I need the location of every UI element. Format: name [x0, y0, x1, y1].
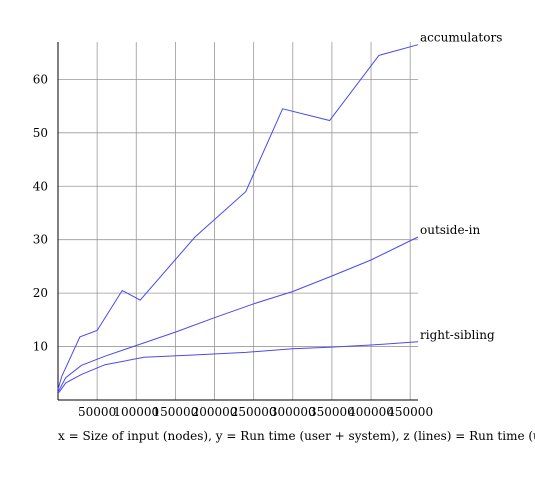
grid — [58, 42, 418, 400]
y-tick-label: 40 — [33, 179, 48, 193]
y-tick-label: 20 — [33, 286, 48, 300]
y-tick-label: 50 — [33, 126, 48, 140]
series-label-outside-in: outside-in — [420, 223, 480, 237]
x-tick-label: 250000 — [231, 405, 277, 419]
x-tick-label: 450000 — [387, 405, 433, 419]
series-lines — [57, 44, 419, 394]
series-label-accumulators: accumulators — [420, 31, 502, 45]
x-tick-label: 350000 — [309, 405, 355, 419]
y-tick-label: 30 — [33, 233, 48, 247]
x-tick-label: 300000 — [270, 405, 316, 419]
x-tick-label: 200000 — [192, 405, 238, 419]
x-tick-label: 150000 — [152, 405, 198, 419]
x-tick-label: 50000 — [78, 405, 116, 419]
labels: 5000010000015000020000025000030000035000… — [33, 31, 503, 419]
axes — [57, 42, 418, 401]
y-tick-label: 10 — [33, 340, 48, 354]
series-line-outside-in — [57, 236, 419, 393]
y-tick-label: 60 — [33, 72, 48, 86]
series-label-right-sibling: right-sibling — [420, 328, 495, 342]
x-tick-label: 100000 — [113, 405, 159, 419]
series-line-right-sibling — [57, 341, 419, 394]
x-tick-label: 400000 — [348, 405, 394, 419]
series-line-accumulators — [57, 44, 419, 390]
chart-caption: x = Size of input (nodes), y = Run time … — [58, 429, 535, 443]
